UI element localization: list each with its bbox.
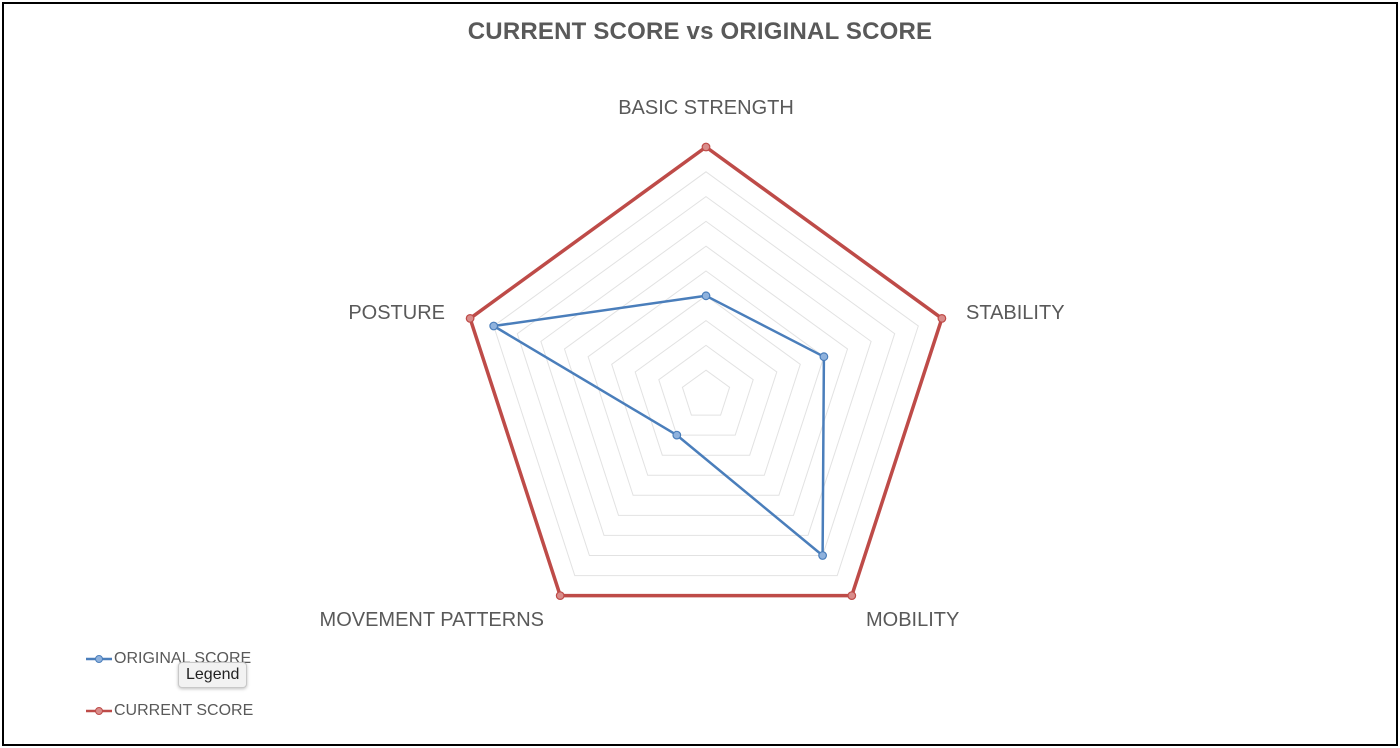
- radar-gridline: [493, 171, 919, 577]
- axis-label-stability: STABILITY: [966, 302, 1065, 324]
- data-point-original-score[interactable]: [489, 321, 499, 331]
- data-point-current-score[interactable]: [465, 314, 475, 323]
- legend-tooltip: Legend: [178, 662, 248, 688]
- axis-label-mobility: MOBILITY: [866, 609, 959, 631]
- radar-series: [465, 142, 947, 600]
- data-point-current-score[interactable]: [701, 142, 711, 152]
- chart-title: CURRENT SCORE vs ORIGINAL SCORE: [467, 18, 933, 45]
- legend-marker-original-score: [86, 655, 112, 663]
- radar-grid: [469, 146, 943, 597]
- data-point-original-score[interactable]: [672, 430, 682, 440]
- radar-gridline: [516, 195, 896, 556]
- radar-gridline: [681, 369, 731, 416]
- series-line-current-score[interactable]: [468, 145, 944, 598]
- data-point-original-score[interactable]: [701, 291, 711, 301]
- series-line-original-score[interactable]: [492, 294, 826, 557]
- legend-item-current-score[interactable]: CURRENT SCORE: [86, 702, 253, 720]
- radar-gridline: [611, 295, 801, 476]
- radar-gridline: [563, 245, 849, 516]
- series-current-score[interactable]: [465, 142, 947, 600]
- data-point-original-score[interactable]: [819, 352, 829, 362]
- axis-label-movement-patterns: MOVEMENT PATTERNS: [320, 609, 544, 631]
- axis-label-basic-strength: BASIC STRENGTH: [618, 97, 794, 119]
- radar-gridline: [634, 319, 778, 456]
- radar-chart: BASIC STRENGTH STABILITY MOBILITY MOVEMENT …: [320, 97, 1065, 631]
- data-point-current-score[interactable]: [555, 591, 565, 600]
- radar-gridline: [587, 270, 825, 496]
- legend[interactable]: ORIGINAL SCORE CURRENT SCORE Legend: [86, 644, 326, 734]
- axis-label-posture: POSTURE: [348, 302, 445, 324]
- data-point-original-score[interactable]: [818, 551, 827, 560]
- series-original-score[interactable]: [489, 291, 829, 560]
- legend-marker-current-score: [86, 707, 112, 715]
- radar-gridline: [658, 344, 754, 436]
- data-point-current-score[interactable]: [937, 314, 947, 323]
- radar-gridline: [469, 146, 943, 597]
- radar-gridline: [540, 220, 872, 536]
- radar-axis-labels: BASIC STRENGTH STABILITY MOBILITY MOVEMENT …: [320, 97, 1065, 631]
- data-point-current-score[interactable]: [847, 591, 857, 600]
- legend-label-current-score: CURRENT SCORE: [114, 702, 254, 719]
